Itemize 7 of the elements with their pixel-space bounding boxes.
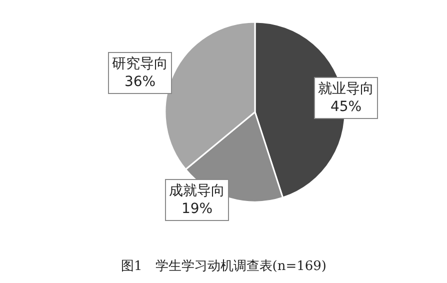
data-label: 36% xyxy=(124,74,156,90)
slice-label: 成就导向 xyxy=(169,183,225,199)
data-label: 19% xyxy=(181,201,213,218)
slice-label: 研究导向 xyxy=(112,56,168,72)
data-label: 45% xyxy=(330,99,362,116)
text: 图1 学生学习动机调查表(n=169) xyxy=(121,259,326,274)
slice-label: 就业导向 xyxy=(318,81,374,97)
